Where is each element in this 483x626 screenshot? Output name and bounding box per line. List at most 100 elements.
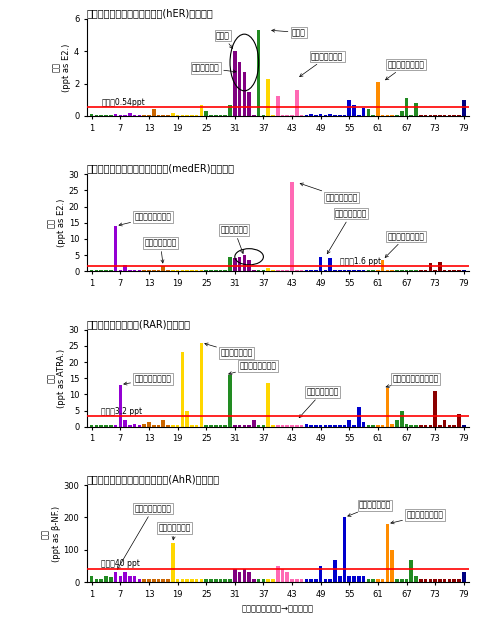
Text: ヒト・エストロジェン受容体(hER)結合活性: ヒト・エストロジェン受容体(hER)結合活性 <box>87 8 213 18</box>
Bar <box>324 579 327 582</box>
Bar <box>114 425 117 427</box>
Bar <box>195 425 199 427</box>
Text: 東京都の河川: 東京都の河川 <box>221 225 248 254</box>
Text: 大和川（奈良県）: 大和川（奈良県） <box>385 60 425 80</box>
Bar <box>309 425 313 427</box>
Bar <box>424 425 427 427</box>
Bar <box>176 115 179 116</box>
Bar <box>338 576 341 582</box>
Bar <box>428 115 432 116</box>
Bar <box>290 425 294 427</box>
Bar <box>156 115 160 116</box>
Text: 鉛川（宮城県）: 鉛川（宮城県） <box>158 523 191 540</box>
Bar <box>152 425 156 427</box>
Bar <box>204 579 208 582</box>
Bar <box>166 579 170 582</box>
Bar <box>462 100 466 116</box>
Bar <box>118 576 122 582</box>
Bar <box>376 425 380 427</box>
Bar <box>362 270 365 271</box>
Bar <box>123 265 127 271</box>
Bar <box>242 72 246 116</box>
Bar <box>357 408 361 427</box>
Bar <box>109 577 113 582</box>
Bar <box>228 579 232 582</box>
Bar <box>181 579 184 582</box>
Bar <box>95 579 98 582</box>
Bar <box>199 342 203 427</box>
Bar <box>109 425 113 427</box>
Text: 平均：0.54ppt: 平均：0.54ppt <box>101 98 145 108</box>
Bar <box>99 425 103 427</box>
Bar <box>90 115 94 116</box>
Bar <box>414 103 418 116</box>
Bar <box>123 420 127 427</box>
Bar <box>195 579 199 582</box>
Bar <box>142 579 146 582</box>
Bar <box>242 425 246 427</box>
Bar <box>309 270 313 271</box>
Bar <box>204 111 208 116</box>
Bar <box>252 270 256 271</box>
Bar <box>133 270 136 271</box>
Bar <box>390 270 394 271</box>
Bar <box>424 270 427 271</box>
Bar <box>319 566 323 582</box>
Bar <box>185 270 189 271</box>
Bar <box>271 115 275 116</box>
Bar <box>376 270 380 271</box>
Bar <box>333 270 337 271</box>
Bar <box>285 425 289 427</box>
Bar <box>219 425 222 427</box>
Bar <box>438 579 441 582</box>
Bar <box>262 115 265 116</box>
Bar <box>405 424 408 427</box>
Bar <box>428 264 432 271</box>
Bar <box>247 425 251 427</box>
Bar <box>428 425 432 427</box>
Bar <box>333 425 337 427</box>
Bar <box>314 425 318 427</box>
Bar <box>362 108 365 116</box>
Text: 平均：40 ppt: 平均：40 ppt <box>101 559 140 568</box>
Bar <box>462 572 466 582</box>
Bar <box>176 270 179 271</box>
Bar <box>199 579 203 582</box>
Bar <box>166 425 170 427</box>
Bar <box>281 115 284 116</box>
Bar <box>99 270 103 271</box>
Bar <box>305 270 308 271</box>
Bar <box>233 425 237 427</box>
Bar <box>281 425 284 427</box>
Bar <box>453 425 456 427</box>
Bar <box>109 270 113 271</box>
Bar <box>367 270 370 271</box>
Bar <box>410 560 413 582</box>
Bar <box>267 383 270 427</box>
Bar <box>410 115 413 116</box>
Bar <box>252 420 256 427</box>
Bar <box>443 579 446 582</box>
Bar <box>133 115 136 116</box>
Bar <box>147 270 151 271</box>
Bar <box>233 569 237 582</box>
Bar <box>443 270 446 271</box>
Bar <box>357 270 361 271</box>
Bar <box>133 576 136 582</box>
Bar <box>209 115 213 116</box>
Bar <box>319 257 323 271</box>
Bar <box>190 425 194 427</box>
Bar <box>367 110 370 116</box>
Bar <box>385 524 389 582</box>
Bar <box>343 425 346 427</box>
Bar <box>185 579 189 582</box>
Bar <box>362 422 365 427</box>
Bar <box>371 579 375 582</box>
Bar <box>305 424 308 427</box>
Bar <box>228 257 232 271</box>
Bar <box>228 375 232 427</box>
Bar <box>376 82 380 116</box>
Bar <box>448 115 451 116</box>
Text: 大和川（奈良県）: 大和川（奈良県） <box>385 232 425 257</box>
Bar <box>247 572 251 582</box>
